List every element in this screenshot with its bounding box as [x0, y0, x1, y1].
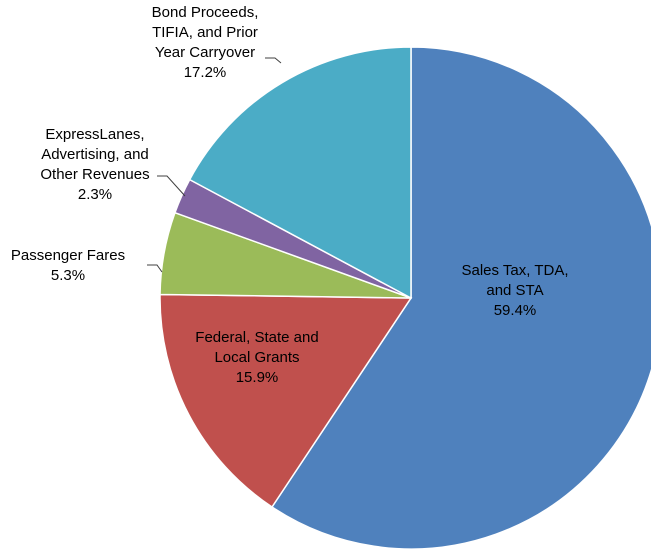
- slice-category-label: Sales Tax, TDA,: [462, 262, 569, 279]
- pie-slice-1: [270, 46, 651, 550]
- slice-value-label: 15.9%: [236, 369, 279, 386]
- leader-line-4: [157, 175, 186, 197]
- slice-category-label: ExpressLanes,: [45, 126, 144, 143]
- leader-lines: [147, 57, 282, 273]
- slice-category-label: Advertising, and: [41, 146, 149, 163]
- leader-line-5: [265, 57, 282, 64]
- slice-category-label: TIFIA, and Prior: [152, 24, 258, 41]
- slice-category-label: Local Grants: [214, 349, 299, 366]
- slice-label-4: ExpressLanes, Advertising, and Other Reven…: [40, 126, 149, 203]
- slice-category-label: Bond Proceeds,: [152, 4, 259, 21]
- slice-category-label: Federal, State and: [195, 329, 318, 346]
- slice-value-label: 5.3%: [51, 267, 85, 284]
- slice-category-label: and STA: [486, 282, 543, 299]
- leader-line-3: [147, 264, 163, 273]
- slice-value-label: 2.3%: [78, 186, 112, 203]
- slice-value-label: 59.4%: [494, 302, 537, 319]
- slice-label-3: Passenger Fares 5.3%: [11, 247, 125, 284]
- slice-label-2: Federal, State and Local Grants 15.9%: [195, 329, 318, 386]
- slice-value-label: 17.2%: [184, 64, 227, 81]
- pie-slice-2: [159, 293, 413, 509]
- slice-labels: Sales Tax, TDA, and STA 59.4% Federal, Stat…: [11, 4, 569, 386]
- slice-category-label: Passenger Fares: [11, 247, 125, 264]
- slice-label-5: Bond Proceeds, TIFIA, and Prior Year Carry…: [152, 4, 259, 81]
- slice-category-label: Year Carryover: [155, 44, 255, 61]
- pie-slice-5: [188, 46, 412, 300]
- slice-label-1: Sales Tax, TDA, and STA 59.4%: [462, 262, 569, 319]
- slice-category-label: Other Revenues: [40, 166, 149, 183]
- pie-slices: [159, 46, 651, 550]
